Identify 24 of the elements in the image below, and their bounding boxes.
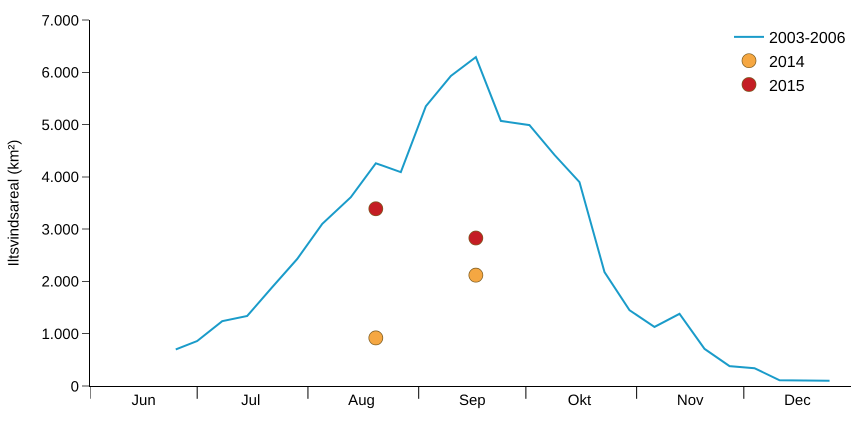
point (468, 268, 484, 282)
y-tick-label: 1.000 (41, 326, 79, 343)
x-tick-label: Jul (241, 392, 260, 409)
y-tick-label: 5.000 (41, 116, 79, 134)
x-tick-label: Okt (568, 392, 592, 409)
y-tick-label: 2.000 (41, 274, 79, 291)
point (368, 201, 384, 216)
line-series (174, 56, 831, 382)
y-tick-label: 4.000 (41, 169, 79, 186)
y-tick-label: 0 (70, 378, 79, 396)
y-tick-label: 3.000 (41, 221, 79, 238)
y-tick-label: 7.000 (41, 12, 79, 30)
y-tick-label: 6.000 (41, 64, 79, 82)
point (368, 330, 384, 346)
legend-label: 2014 (769, 54, 805, 71)
point (468, 230, 484, 246)
legend-label: 2015 (769, 78, 805, 95)
x-tick-label: Aug (348, 392, 375, 409)
y-axis-title: Iltsvindsareal (km²) (6, 140, 23, 266)
x-tick-label: Nov (676, 392, 704, 409)
x-tick-label: Dec (784, 392, 812, 409)
x-tick-label: Jun (131, 392, 156, 409)
x-tick-label: Sep (458, 392, 486, 409)
legend-label: 2003-2006 (769, 30, 846, 48)
